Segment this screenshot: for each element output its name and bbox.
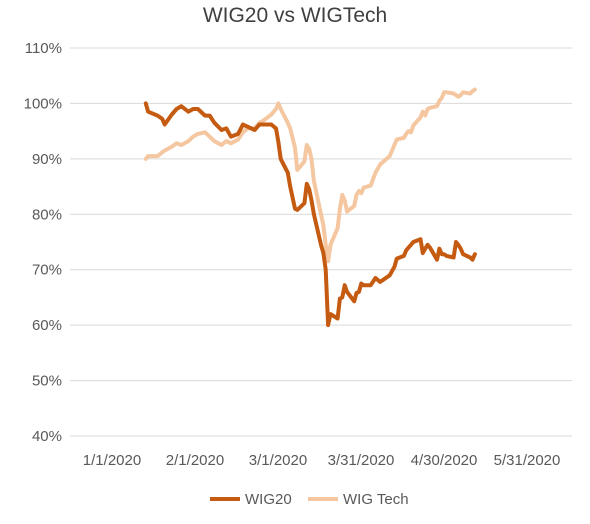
x-tick-label: 3/31/2020 bbox=[328, 452, 395, 469]
legend: WIG20 WIG Tech bbox=[210, 491, 409, 508]
y-tick-label: 40% bbox=[32, 428, 62, 445]
y-axis-tick-labels: 40% 50% 60% 70% 80% 90% 100% 110% bbox=[24, 40, 62, 445]
y-tick-label: 50% bbox=[32, 373, 62, 390]
y-tick-label: 100% bbox=[24, 95, 62, 112]
legend-label: WIG Tech bbox=[343, 491, 409, 508]
y-tick-label: 90% bbox=[32, 151, 62, 168]
x-axis-tick-labels: 1/1/2020 2/1/2020 3/1/2020 3/31/2020 4/30/20… bbox=[83, 452, 561, 469]
x-tick-label: 2/1/2020 bbox=[166, 452, 224, 469]
series-line-wig20 bbox=[143, 101, 477, 328]
x-tick-label: 1/1/2020 bbox=[83, 452, 141, 469]
y-tick-label: 110% bbox=[25, 40, 62, 57]
x-tick-label: 4/30/2020 bbox=[411, 452, 478, 469]
y-tick-label: 70% bbox=[32, 262, 62, 279]
legend-label: WIG20 bbox=[245, 491, 292, 508]
y-tick-label: 60% bbox=[32, 317, 62, 334]
series-line-wig-tech bbox=[143, 87, 477, 264]
series-lines bbox=[143, 87, 477, 328]
y-tick-label: 80% bbox=[32, 206, 62, 223]
chart-title: WIG20 vs WIGTech bbox=[202, 4, 388, 27]
x-tick-label: 5/31/2020 bbox=[494, 452, 561, 469]
x-tick-label: 3/1/2020 bbox=[249, 452, 307, 469]
